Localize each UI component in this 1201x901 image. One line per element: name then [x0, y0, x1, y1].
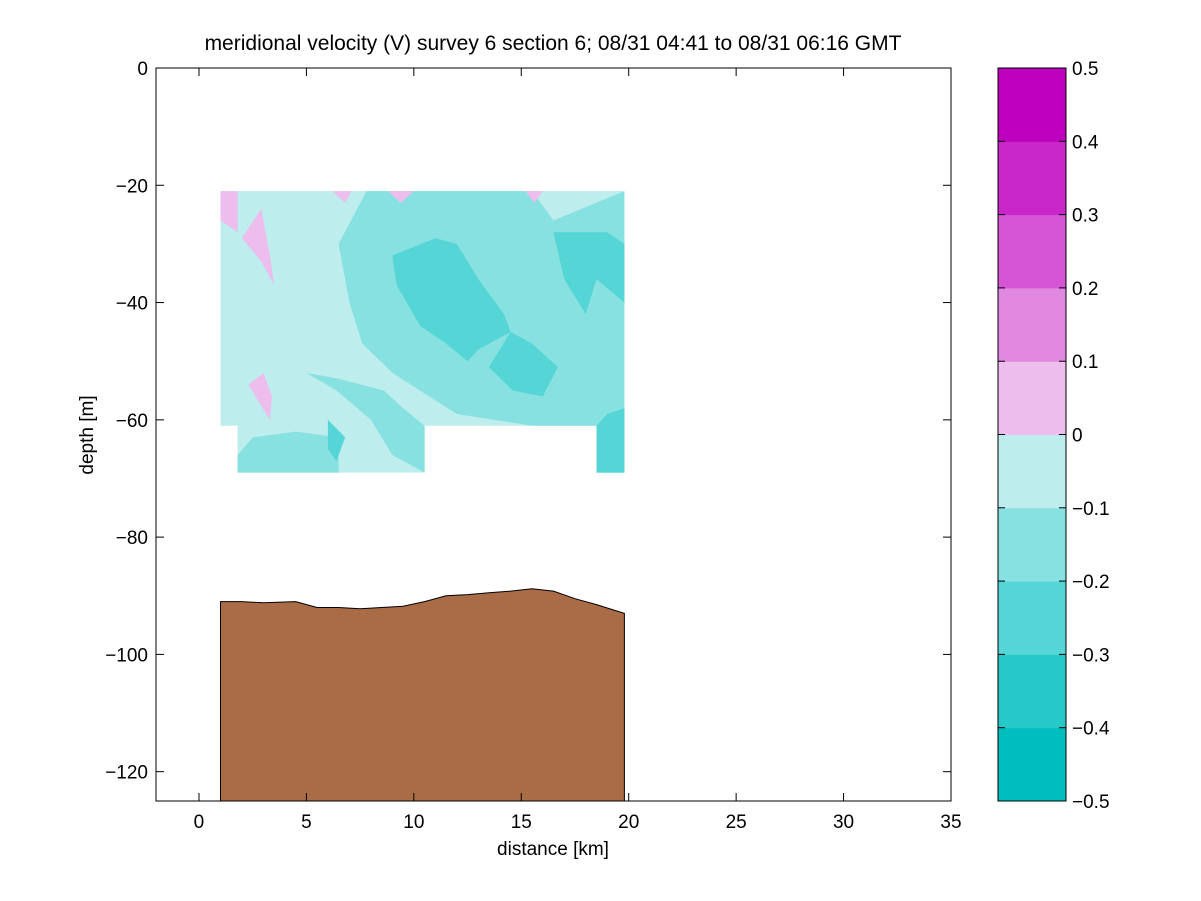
colorbar-tick-label-7: 0.2 — [1072, 279, 1098, 300]
colorbar-tick-label-10: 0.5 — [1072, 59, 1098, 80]
contour-region-pos-b — [241, 208, 275, 285]
x-tick-label-30: 30 — [833, 812, 854, 833]
y-tick-label--20: −20 — [116, 176, 148, 197]
contour-region-pos-a — [220, 191, 238, 233]
contour-region-core-a — [392, 238, 511, 362]
colorbar-swatch-5 — [998, 361, 1066, 435]
y-tick-label--40: −40 — [116, 294, 148, 315]
x-tick-label-20: 20 — [618, 812, 639, 833]
colorbar-tick-label-2: −0.3 — [1072, 645, 1110, 666]
colorbar-swatch-2 — [998, 581, 1066, 655]
colorbar-swatch-9 — [998, 68, 1066, 142]
y-tick-label--60: −60 — [116, 411, 148, 432]
y-tick-label--100: −100 — [105, 645, 148, 666]
contour-region-core-c — [553, 232, 625, 315]
x-tick-label-0: 0 — [194, 812, 205, 833]
colorbar-tick-label-0: −0.5 — [1072, 792, 1110, 813]
colorbar-swatch-6 — [998, 287, 1066, 362]
y-tick-labels: 0 −20 −40 −60 −80 −100 −120 — [105, 59, 148, 784]
contour-region-core-b — [489, 331, 558, 397]
y-tick-label--120: −120 — [105, 763, 148, 784]
contour-region-band-c — [237, 431, 339, 473]
x-tick-labels: 0 5 10 15 20 25 30 35 — [194, 812, 962, 833]
x-tick-label-5: 5 — [301, 812, 312, 833]
bathymetry-layer — [220, 588, 625, 801]
x-axis-label: distance [km] — [497, 839, 609, 860]
contour-region-band-b — [306, 372, 425, 473]
x-tick-label-15: 15 — [511, 812, 532, 833]
contour-region-core-d — [596, 408, 625, 473]
colorbar-swatch-1 — [998, 654, 1066, 729]
seafloor-bathymetry — [220, 588, 625, 801]
y-tick-label-0: 0 — [137, 59, 148, 80]
contour-region-core-e — [327, 419, 346, 461]
colorbar-swatch-7 — [998, 214, 1066, 289]
x-tick-label-35: 35 — [940, 812, 961, 833]
colorbar-swatch-3 — [998, 507, 1066, 582]
colorbar-swatch-8 — [998, 141, 1066, 216]
x-tick-label-10: 10 — [403, 812, 424, 833]
x-tick-label-25: 25 — [726, 812, 747, 833]
colorbar-swatch-0 — [998, 727, 1066, 802]
colorbar-swatch-4 — [998, 434, 1066, 509]
colorbar-tick-label-1: −0.4 — [1072, 719, 1110, 740]
colorbar-tick-label-5: 0 — [1072, 426, 1083, 447]
chart-title: meridional velocity (V) survey 6 section… — [205, 32, 902, 55]
contour-region-pos-d — [332, 191, 352, 203]
colorbar-tick-label-4: −0.1 — [1072, 499, 1110, 520]
y-axis-label: depth [m] — [77, 395, 98, 474]
colorbar-tick-label-3: −0.2 — [1072, 572, 1110, 593]
contour-fill-layer — [220, 191, 625, 473]
plot-frame — [155, 67, 952, 802]
colorbar-tick-label-8: 0.3 — [1072, 206, 1098, 227]
contour-region-pos-e — [388, 191, 414, 203]
colorbar-tick-label-9: 0.4 — [1072, 132, 1099, 153]
contour-region-pos-c — [248, 372, 272, 420]
y-tick-label--80: −80 — [116, 528, 148, 549]
colorbar: −0.5 −0.4 −0.3 −0.2 −0.1 0 0.1 0.2 0.3 0.4 0.5 — [997, 59, 1110, 813]
colorbar-tick-label-6: 0.1 — [1072, 352, 1098, 373]
contour-region-pos-f — [525, 191, 543, 203]
plot-area: 0 5 10 15 20 25 30 35 0 −20 −40 −60 −80 −100 −120 — [105, 59, 961, 833]
